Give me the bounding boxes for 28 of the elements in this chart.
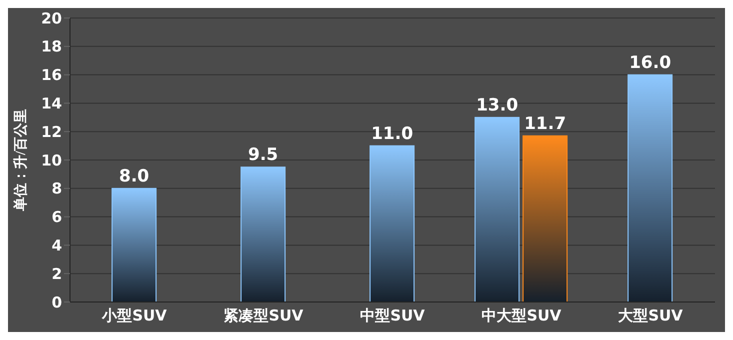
bar [522,135,568,302]
y-tick-label: 14 [41,94,62,113]
y-tick-label: 4 [52,236,62,255]
data-label: 9.5 [248,145,278,166]
data-label: 13.0 [476,95,518,116]
bar [370,145,415,302]
y-tick-label: 10 [41,151,62,170]
x-tick-label: 大型SUV [618,306,684,325]
bar [628,74,673,302]
y-tick-label: 18 [41,38,62,56]
data-label: 16.0 [629,52,672,73]
y-tick-label: 2 [52,264,62,283]
y-tick-label: 8 [52,180,62,198]
y-tick-label: 0 [52,293,62,312]
y-axis-title: 单位：升/百公里 [12,109,29,212]
bar [240,166,286,302]
x-tick-label: 中大型SUV [482,306,562,325]
y-tick-label: 6 [52,208,62,226]
data-label: 11.0 [371,124,414,144]
data-label: 11.7 [524,114,566,134]
x-tick-label: 中型SUV [360,306,426,325]
y-tick-label: 12 [41,122,62,141]
y-tick-label: 16 [41,66,62,84]
data-label: 8.0 [118,166,150,186]
x-tick-label: 紧凑型SUV [224,306,304,325]
bar [112,188,157,302]
y-tick-label: 20 [41,9,62,28]
x-tick-label: 小型SUV [101,306,168,325]
